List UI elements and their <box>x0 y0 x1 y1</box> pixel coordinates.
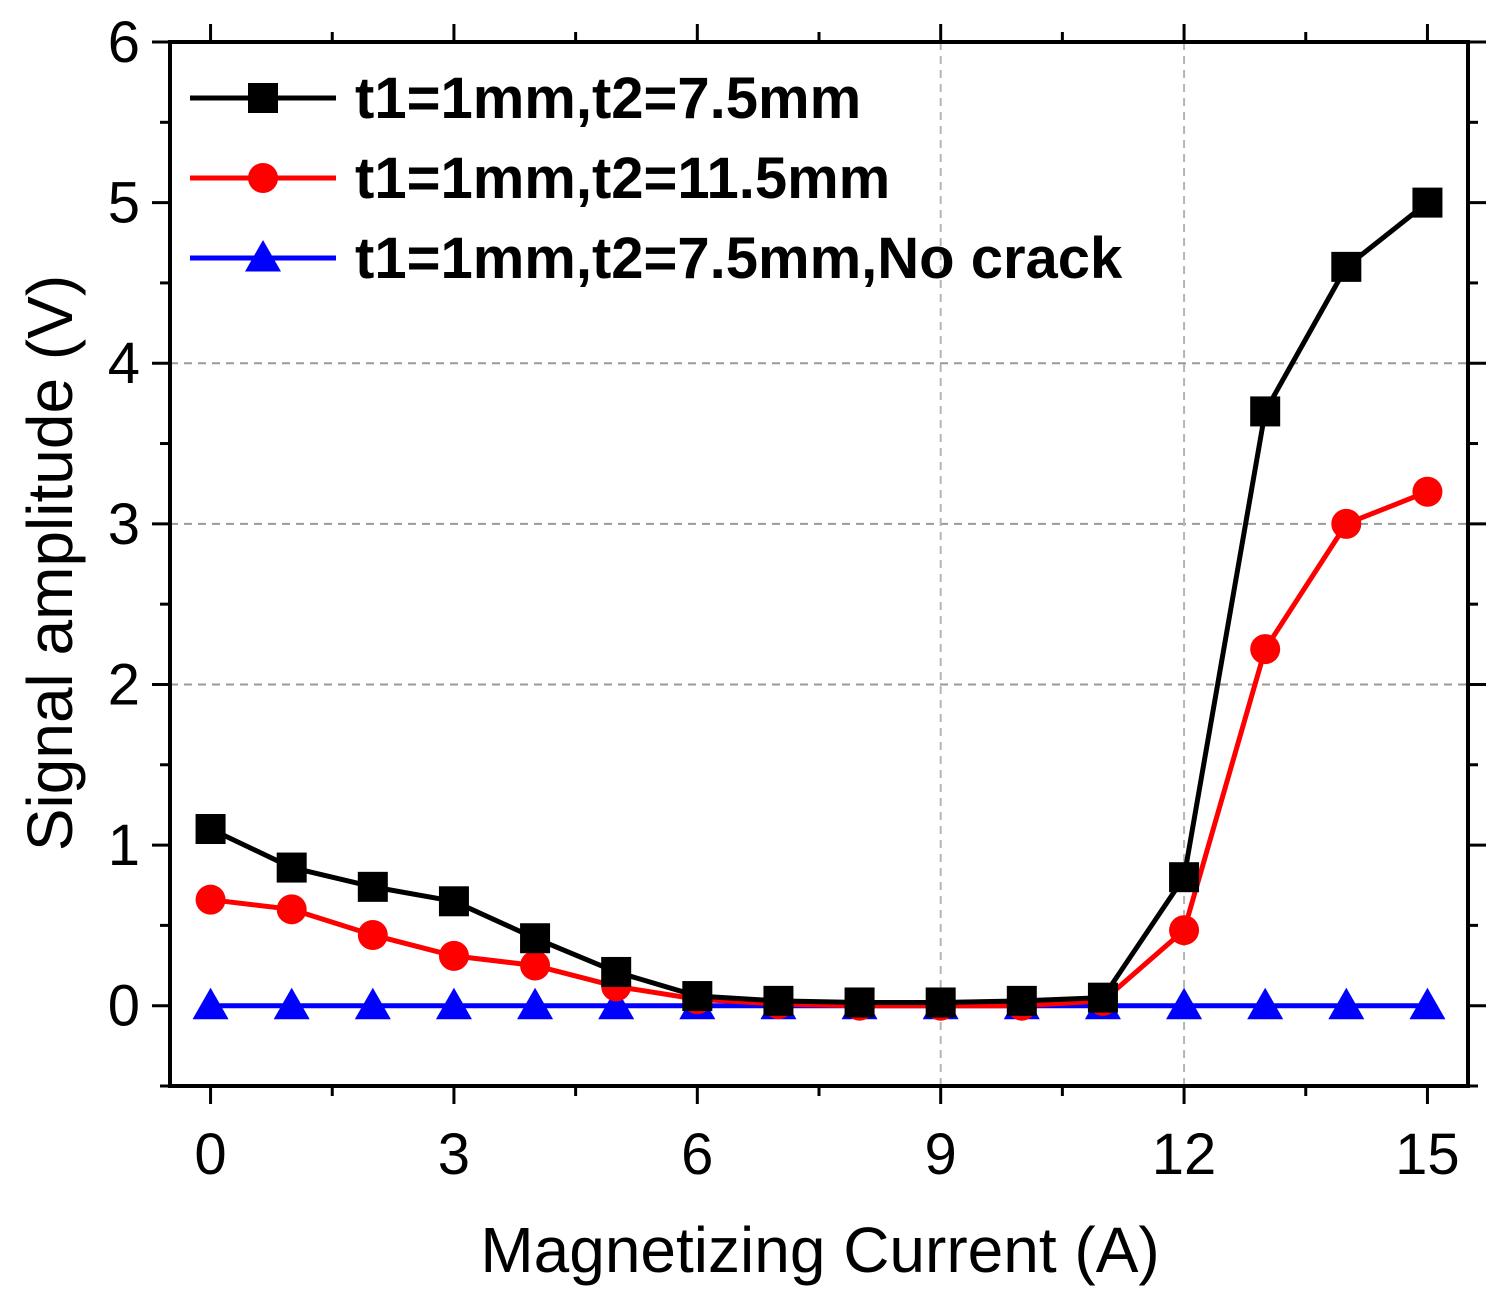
grid-lines <box>170 42 1468 1086</box>
data-point <box>276 894 307 925</box>
legend-label: t1=1mm,t2=7.5mm,No crack <box>355 226 1123 291</box>
data-point <box>1166 987 1203 1020</box>
series-line <box>210 489 1429 1009</box>
data-point <box>1331 251 1362 282</box>
data-point <box>1250 634 1281 665</box>
data-point <box>1087 982 1118 1013</box>
data-point <box>763 985 794 1016</box>
plot-frame <box>168 40 1470 1088</box>
data-point <box>354 987 391 1020</box>
data-point <box>438 940 469 971</box>
legend-entry: t1=1mm,t2=7.5mm <box>190 66 861 131</box>
data-point <box>273 987 310 1020</box>
x-axis-title: Magnetizing Current (A) <box>480 1214 1159 1286</box>
x-tick-label: 0 <box>194 1122 226 1187</box>
legend-marker <box>245 240 281 272</box>
data-point <box>357 920 388 951</box>
data-point <box>925 987 956 1018</box>
series-1 <box>195 187 1443 1018</box>
y-tick-label: 0 <box>108 974 140 1039</box>
x-tick-label: 15 <box>1395 1122 1460 1187</box>
data-point <box>1328 987 1365 1020</box>
data-point <box>844 987 875 1018</box>
axis-ticks <box>152 24 1486 1104</box>
data-point <box>1006 985 1037 1016</box>
legend-entry: t1=1mm,t2=7.5mm,No crack <box>190 226 1123 291</box>
y-tick-label: 4 <box>108 331 140 396</box>
data-point <box>1247 987 1284 1020</box>
data-point <box>435 987 472 1020</box>
data-point <box>598 987 635 1020</box>
data-point <box>520 923 551 954</box>
y-tick-label: 3 <box>108 492 140 557</box>
data-point <box>195 814 226 845</box>
data-series <box>192 187 1446 1021</box>
data-point <box>682 981 713 1012</box>
series-2 <box>195 476 1443 1021</box>
data-point <box>1250 396 1281 427</box>
data-point <box>601 956 632 987</box>
data-point <box>520 950 551 981</box>
legend-marker <box>248 83 278 113</box>
legend: t1=1mm,t2=7.5mm t1=1mm,t2=11.5mm t1=1mm,t2… <box>190 66 1123 291</box>
data-point <box>1409 987 1446 1020</box>
data-point <box>276 852 307 883</box>
data-point <box>1169 915 1200 946</box>
data-point <box>517 987 554 1020</box>
data-point <box>357 871 388 902</box>
data-point <box>195 884 226 915</box>
y-tick-label: 5 <box>108 171 140 236</box>
series-line <box>209 200 1429 1005</box>
y-tick-label: 6 <box>108 10 140 75</box>
legend-marker <box>248 163 278 193</box>
data-point <box>1412 476 1443 507</box>
data-point <box>438 886 469 917</box>
data-point <box>1331 508 1362 539</box>
data-point <box>192 987 229 1020</box>
y-axis-title: Signal amplitude (V) <box>14 275 86 851</box>
y-tick-label: 2 <box>108 652 140 717</box>
legend-entry: t1=1mm,t2=11.5mm <box>190 146 890 211</box>
x-tick-label: 6 <box>681 1122 713 1187</box>
x-tick-label: 3 <box>438 1122 470 1187</box>
legend-label: t1=1mm,t2=7.5mm <box>355 66 861 131</box>
data-point <box>1169 862 1200 893</box>
x-tick-label: 9 <box>925 1122 957 1187</box>
y-tick-label: 1 <box>108 813 140 878</box>
x-tick-label: 12 <box>1152 1122 1217 1187</box>
data-point <box>1412 187 1443 218</box>
legend-label: t1=1mm,t2=11.5mm <box>355 146 890 211</box>
